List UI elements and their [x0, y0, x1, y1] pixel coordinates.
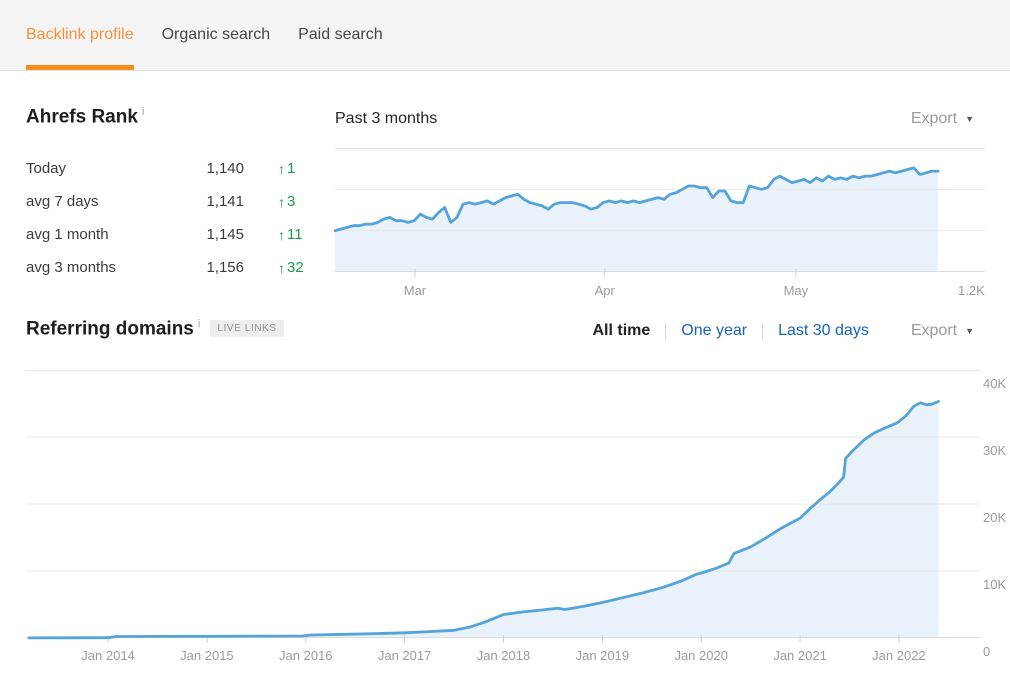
y-axis-label: 30K [983, 443, 1007, 458]
section-tab-bar: Backlink profile Organic search Paid sea… [0, 0, 1010, 71]
rank-row-label: avg 3 months [26, 259, 117, 276]
y-axis-label: 1.2K [958, 283, 985, 298]
rank-chart-export-button[interactable]: Export ▼ [911, 110, 974, 128]
x-axis-label: Apr [594, 283, 615, 298]
y-axis-label: 10K [983, 577, 1007, 592]
x-axis-label: Jan 2016 [279, 648, 333, 663]
x-axis-label: Jan 2014 [81, 648, 135, 663]
ahrefs-rank-table: Today 1,140 ↑ 1 avg 7 days 1,141 ↑ 3 avg 1… [26, 152, 326, 284]
ahrefs-rank-heading-text: Ahrefs Rank [26, 106, 138, 128]
rank-row-avg-3-months: avg 3 months 1,156 ↑ 32 [26, 251, 326, 284]
rank-row-avg-7-days: avg 7 days 1,141 ↑ 3 [26, 185, 326, 218]
up-arrow-icon: ↑ [278, 193, 285, 210]
export-label: Export [910, 110, 958, 127]
rank-row-today: Today 1,140 ↑ 1 [26, 152, 326, 185]
filter-last-30-days[interactable]: Last 30 days [778, 322, 869, 339]
y-axis-label: 0 [983, 644, 991, 659]
x-axis-label: Mar [403, 283, 427, 298]
up-arrow-icon: ↑ [278, 259, 285, 276]
x-axis-label: Jan 2018 [476, 648, 531, 663]
info-icon[interactable]: i [197, 318, 201, 330]
x-axis-label: Jan 2022 [872, 648, 926, 663]
x-axis-label: Jan 2020 [674, 648, 728, 663]
rank-change-value: 32 [287, 259, 304, 276]
x-axis-label: Jan 2021 [773, 648, 827, 663]
rank-row-label: avg 7 days [26, 193, 99, 210]
rank-row-change: ↑ 32 [278, 259, 304, 276]
info-icon[interactable]: i [141, 106, 145, 118]
rank-row-change: ↑ 1 [278, 160, 295, 177]
rank-row-label: Today [26, 160, 67, 177]
up-arrow-icon: ↑ [278, 226, 285, 243]
rank-row-avg-1-month: avg 1 month 1,145 ↑ 11 [26, 218, 326, 251]
export-label: Export [910, 322, 958, 339]
x-axis-label: Jan 2015 [180, 648, 234, 663]
rank-change-value: 3 [287, 193, 296, 210]
referring-domains-heading: Referring domains i LIVE LINKS [26, 318, 284, 340]
divider [762, 322, 764, 340]
rank-row-value: 1,145 [206, 226, 244, 243]
rank-chart-title: Past 3 months [335, 110, 438, 127]
rank-row-change: ↑ 3 [278, 193, 295, 210]
caret-down-icon: ▼ [965, 114, 974, 124]
rank-row-value: 1,141 [206, 193, 244, 210]
referring-domains-chart[interactable]: Jan 2014 Jan 2015 Jan 2016 Jan 2017 Jan 2018… [26, 370, 1010, 675]
x-axis-label: May [783, 283, 809, 298]
rank-change-value: 1 [287, 160, 296, 177]
up-arrow-icon: ↑ [278, 160, 285, 177]
tab-paid-search[interactable]: Paid search [298, 26, 383, 43]
y-axis-label: 20K [983, 510, 1007, 525]
ahrefs-rank-heading: Ahrefs Rank i [26, 106, 144, 128]
tab-organic-search[interactable]: Organic search [161, 26, 271, 43]
tab-backlink-profile[interactable]: Backlink profile [26, 0, 134, 70]
referring-chart-export-button[interactable]: Export ▼ [911, 322, 974, 340]
rank-change-value: 11 [287, 226, 303, 243]
filter-all-time[interactable]: All time [592, 322, 651, 339]
rank-row-value: 1,140 [206, 160, 244, 177]
filter-one-year[interactable]: One year [681, 322, 748, 339]
referring-domains-heading-text: Referring domains [26, 318, 194, 340]
y-axis-label: 40K [983, 376, 1007, 391]
caret-down-icon: ▼ [965, 326, 974, 336]
rank-row-label: avg 1 month [26, 226, 109, 243]
referring-domains-controls: All time One year Last 30 days Export ▼ [592, 322, 974, 340]
x-axis-label: Jan 2019 [575, 648, 630, 663]
rank-row-change: ↑ 11 [278, 226, 303, 243]
live-links-badge: LIVE LINKS [210, 320, 284, 338]
rank-row-value: 1,156 [206, 259, 244, 276]
divider [665, 322, 667, 340]
ahrefs-rank-chart[interactable]: Mar Apr May 1.2K [333, 148, 1010, 308]
x-axis-label: Jan 2017 [377, 648, 432, 663]
